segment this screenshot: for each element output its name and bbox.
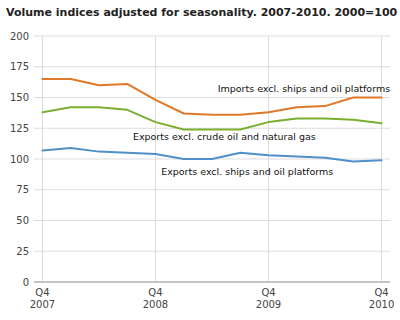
y-tick-label: 150 [10,92,29,103]
y-tick-label: 75 [16,184,29,195]
title: Volume indices adjusted for seasonality.… [6,6,398,19]
y-tick-label: 50 [16,215,29,226]
y-grid-line [34,282,390,283]
x-tick-label: Q42008 [143,287,168,310]
x-grid-line [381,36,382,282]
y-grid-line [34,220,390,221]
x-axis-line [34,282,390,283]
y-tick-label: 25 [16,246,29,257]
x-tick-label: Q42009 [256,287,281,310]
chart: Volume indices adjusted for seasonality.… [0,0,400,320]
y-grid-line [34,97,390,98]
grid [34,36,390,282]
annotation: Exports excl. ships and oil platforms [161,166,333,177]
y-tick-label: 100 [10,154,29,165]
y-grid-line [34,66,390,67]
y-tick-label: 125 [10,123,29,134]
y-tick-label: 0 [23,277,29,288]
x-tick-label: Q42010 [369,287,394,310]
series-line: Exports excl. ships and oil platforms [42,148,381,162]
x-grid-line [42,36,43,282]
x-grid-line [155,36,156,282]
series-line: Exports excl. crude oil and natural gas [42,107,381,129]
y-tick-label: 200 [10,31,29,42]
y-grid-line [34,36,390,37]
annotation: Imports excl. ships and oil platforms [218,83,391,94]
x-grid-line [268,36,269,282]
annotation: Exports excl. crude oil and natural gas [133,131,316,142]
x-tick-label: Q42007 [30,287,55,310]
y-grid-line [34,189,390,190]
y-tick-label: 175 [10,61,29,72]
y-grid-line [34,251,390,252]
